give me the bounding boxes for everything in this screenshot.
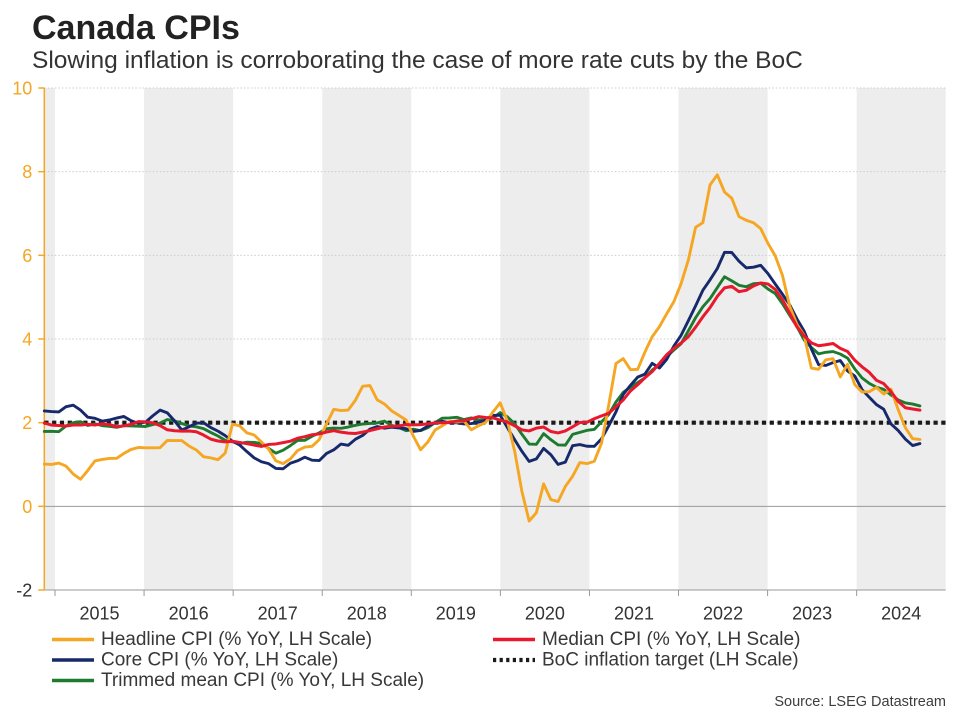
svg-text:2020: 2020 [525, 604, 565, 624]
svg-text:2018: 2018 [347, 604, 387, 624]
svg-text:2022: 2022 [703, 604, 743, 624]
svg-text:2023: 2023 [792, 604, 832, 624]
svg-text:2024: 2024 [881, 604, 921, 624]
svg-text:2019: 2019 [436, 604, 476, 624]
svg-text:10: 10 [12, 79, 32, 99]
svg-text:-2: -2 [16, 581, 32, 601]
svg-text:2: 2 [22, 413, 32, 433]
svg-text:2017: 2017 [258, 604, 298, 624]
svg-text:8: 8 [22, 162, 32, 182]
svg-text:4: 4 [22, 330, 32, 350]
svg-text:2015: 2015 [80, 604, 120, 624]
svg-text:2016: 2016 [169, 604, 209, 624]
svg-text:6: 6 [22, 246, 32, 266]
svg-text:0: 0 [22, 497, 32, 517]
svg-text:2021: 2021 [614, 604, 654, 624]
